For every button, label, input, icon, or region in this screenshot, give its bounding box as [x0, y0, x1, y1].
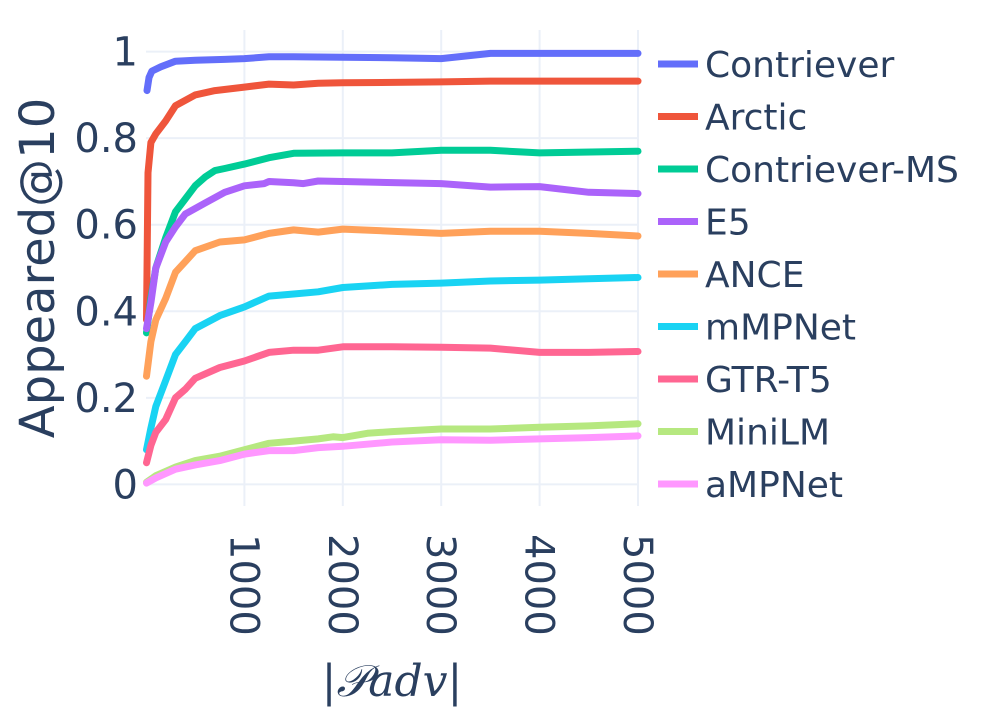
legend-label: E5 [705, 203, 751, 244]
x-tick-label: 1000 [220, 534, 266, 636]
legend-label: Contriever-MS [705, 150, 959, 191]
series-line-gtr-t5 [143, 343, 642, 467]
legend-label: MiniLM [705, 413, 830, 454]
legend-label: ANCE [705, 255, 804, 296]
series-line-contriever [143, 49, 642, 95]
y-axis-ticks: 0 0.2 0.4 0.6 0.8 1 [74, 30, 138, 509]
x-tick-label: 5000 [614, 534, 660, 636]
legend: Contriever Arctic Contriever-MS E5 ANCE mMPNe… [658, 45, 959, 506]
series-line-ance [143, 225, 642, 380]
x-axis-ticks: 1000 2000 3000 4000 5000 [220, 534, 660, 636]
series-line-mmpnet [143, 274, 642, 454]
legend-label: aMPNet [705, 465, 843, 506]
y-tick-label: 1 [113, 30, 138, 76]
legend-label: Contriever [705, 45, 894, 86]
series-lines [143, 49, 642, 487]
x-axis-label: |𝒫adv| [322, 656, 463, 707]
y-axis-label: Appeared@10 [10, 98, 66, 438]
y-tick-label: 0 [113, 462, 138, 508]
x-tick-label: 4000 [516, 534, 562, 636]
y-tick-label: 0.6 [74, 203, 138, 249]
x-tick-label: 3000 [417, 534, 463, 636]
legend-label: mMPNet [705, 308, 856, 349]
y-tick-label: 0.8 [74, 116, 138, 162]
series-line-ampnet [143, 432, 642, 487]
legend-label: Arctic [705, 98, 807, 139]
y-tick-label: 0.2 [74, 376, 138, 422]
x-tick-label: 2000 [319, 534, 365, 636]
series-line-arctic [143, 77, 642, 324]
legend-label: GTR-T5 [705, 360, 832, 401]
series-line-e5 [143, 177, 642, 333]
series-line-minilm [143, 420, 642, 486]
y-tick-label: 0.4 [74, 289, 138, 335]
